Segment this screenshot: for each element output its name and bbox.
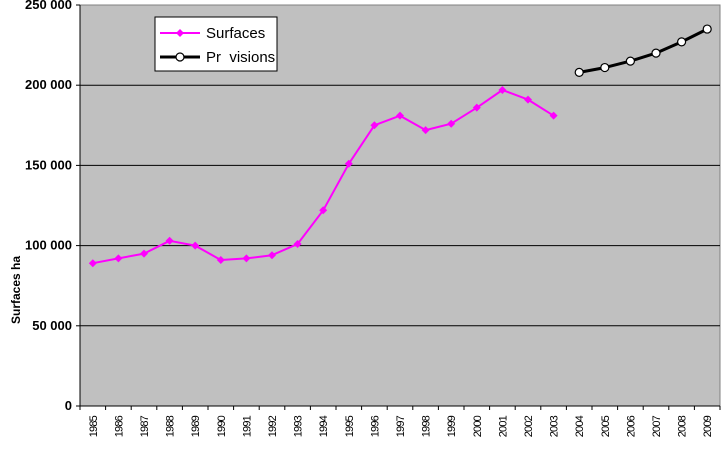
x-tick-label: 1993 bbox=[293, 415, 305, 437]
x-tick-label: 1994 bbox=[318, 415, 330, 437]
legend-marker-surfaces bbox=[176, 29, 184, 37]
legend-entry-surfaces: Surfaces bbox=[160, 25, 265, 42]
x-tick-label: 1987 bbox=[139, 415, 151, 437]
legend-entry-previsions: Pr visions bbox=[160, 49, 275, 66]
legend-label-previsions: Pr visions bbox=[206, 49, 275, 66]
x-tick-label: 1990 bbox=[216, 415, 228, 437]
gridlines bbox=[80, 84, 720, 327]
data-point-previsions bbox=[625, 56, 636, 66]
x-tick-label: 1988 bbox=[165, 415, 177, 437]
y-tick-label: 150 000 bbox=[25, 157, 72, 172]
data-point-surfaces bbox=[88, 259, 97, 268]
data-point-surfaces bbox=[216, 256, 225, 265]
y-axis: 0 50 000 100 000 150 000 200 000 250 000 bbox=[25, 0, 81, 413]
data-point-surfaces bbox=[319, 206, 328, 215]
y-tick-label: 200 000 bbox=[25, 77, 72, 92]
data-point-surfaces bbox=[165, 236, 174, 245]
x-tick-label: 2002 bbox=[523, 415, 535, 437]
y-tick-label: 250 000 bbox=[25, 0, 72, 12]
data-point-surfaces bbox=[396, 111, 404, 120]
x-tick-label: 1992 bbox=[267, 415, 279, 437]
plot-area bbox=[79, 4, 721, 407]
x-tick-label: 1986 bbox=[113, 415, 125, 437]
x-tick-label: 1985 bbox=[88, 415, 100, 437]
x-tick-label: 2009 bbox=[702, 415, 714, 437]
x-tick-label: 1998 bbox=[421, 415, 433, 437]
data-point-previsions bbox=[600, 62, 610, 73]
data-point-surfaces bbox=[472, 103, 481, 112]
data-point-surfaces bbox=[447, 119, 456, 128]
x-tick-label: 2001 bbox=[497, 415, 509, 437]
data-point-surfaces bbox=[140, 249, 148, 258]
x-tick-label: 1999 bbox=[446, 415, 458, 437]
x-tick-label: 2005 bbox=[600, 415, 612, 437]
data-point-previsions bbox=[574, 67, 584, 77]
data-point-surfaces bbox=[344, 159, 353, 168]
data-point-surfaces bbox=[293, 239, 302, 248]
y-axis-label: Surfaces ha bbox=[9, 256, 23, 324]
data-point-previsions bbox=[676, 37, 687, 47]
data-point-surfaces bbox=[268, 251, 276, 260]
legend-marker-previsions bbox=[175, 52, 185, 62]
x-tick-label: 1989 bbox=[190, 415, 202, 437]
data-point-surfaces bbox=[370, 121, 379, 130]
data-point-surfaces bbox=[191, 241, 200, 250]
x-axis: 1985 1986 1987 1988 1989 1990 1991 1992 1993 1994… bbox=[79, 405, 721, 437]
legend: Surfaces Pr visions bbox=[154, 16, 278, 72]
x-tick-label: 1996 bbox=[369, 415, 381, 437]
data-point-surfaces bbox=[421, 126, 430, 135]
x-tick-label: 2003 bbox=[549, 415, 561, 437]
data-point-surfaces bbox=[549, 111, 558, 120]
x-tick-label: 2000 bbox=[472, 415, 484, 437]
x-tick-label: 2006 bbox=[625, 415, 637, 437]
x-tick-label: 2008 bbox=[677, 415, 689, 437]
x-tick-label: 1997 bbox=[395, 415, 407, 437]
data-point-surfaces bbox=[242, 254, 251, 263]
series-layer bbox=[88, 24, 712, 268]
x-tick-label: 1991 bbox=[241, 415, 253, 437]
x-tick-label: 2004 bbox=[574, 415, 586, 437]
data-point-surfaces bbox=[524, 95, 532, 104]
y-tick-label: 100 000 bbox=[25, 238, 72, 253]
legend-box bbox=[154, 16, 278, 72]
data-point-previsions bbox=[702, 24, 712, 34]
legend-label-surfaces: Surfaces bbox=[206, 25, 265, 42]
data-point-surfaces bbox=[114, 254, 123, 263]
y-tick-label: 0 bbox=[65, 398, 72, 413]
x-tick-label: 1995 bbox=[344, 415, 356, 437]
data-point-surfaces bbox=[498, 86, 507, 95]
y-tick-label: 50 000 bbox=[32, 318, 72, 333]
x-tick-label: 2007 bbox=[651, 415, 663, 437]
data-point-previsions bbox=[651, 48, 661, 58]
